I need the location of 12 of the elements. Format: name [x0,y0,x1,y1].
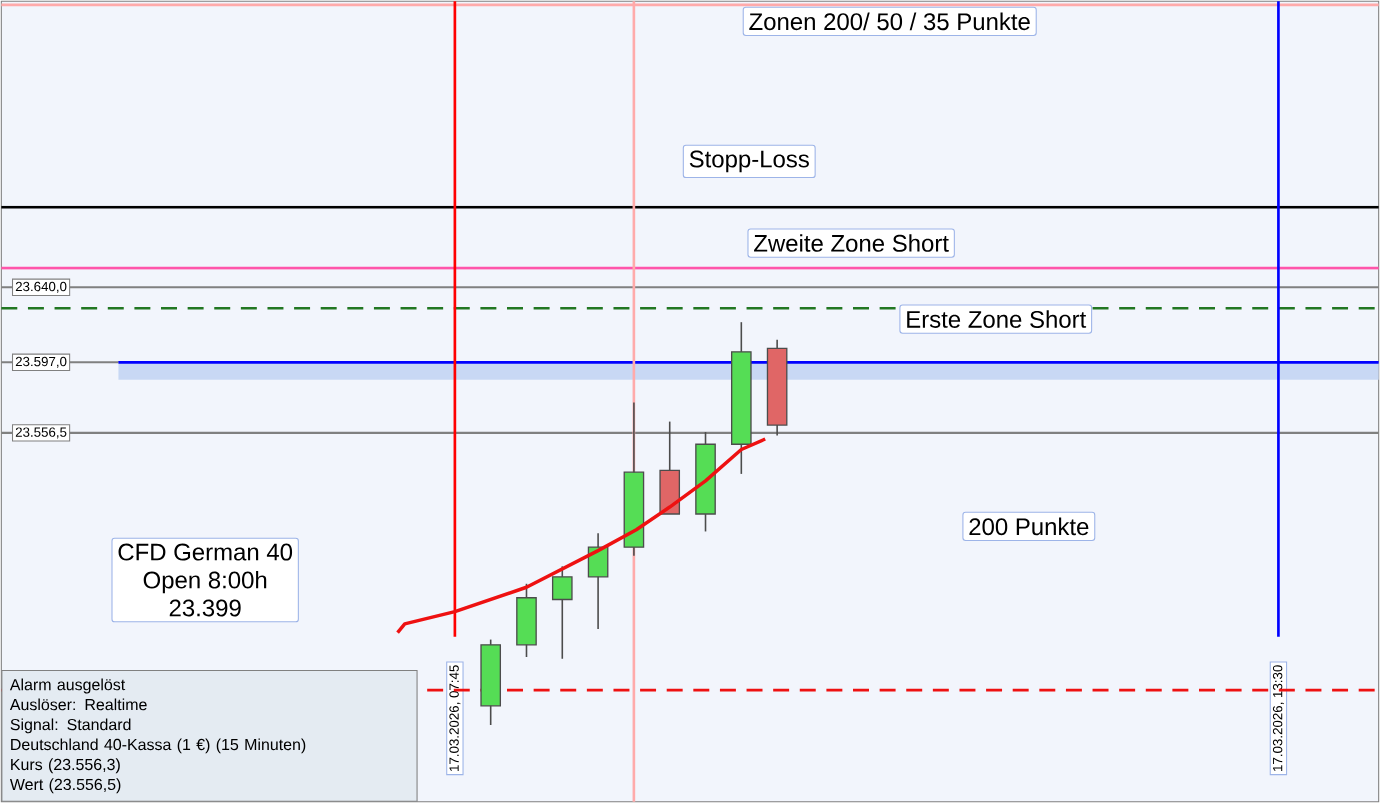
annotation: 23.399 [169,599,241,617]
annotation: 200 Punkte [969,518,1089,536]
candlestick [516,583,537,659]
annotation: Zweite Zone Short [754,234,949,253]
annotation: Open 8:00h [143,571,267,594]
annotation: CFD German 40 [118,544,293,562]
annotation: Stopp-Loss [689,150,809,173]
line-series [395,437,767,635]
annotation: Zonen 200/ 50 / 35 Punkte [749,12,1030,31]
candlestick [551,565,573,660]
candlestick [659,421,681,516]
annotation: Erste Zone Short [907,310,1087,329]
